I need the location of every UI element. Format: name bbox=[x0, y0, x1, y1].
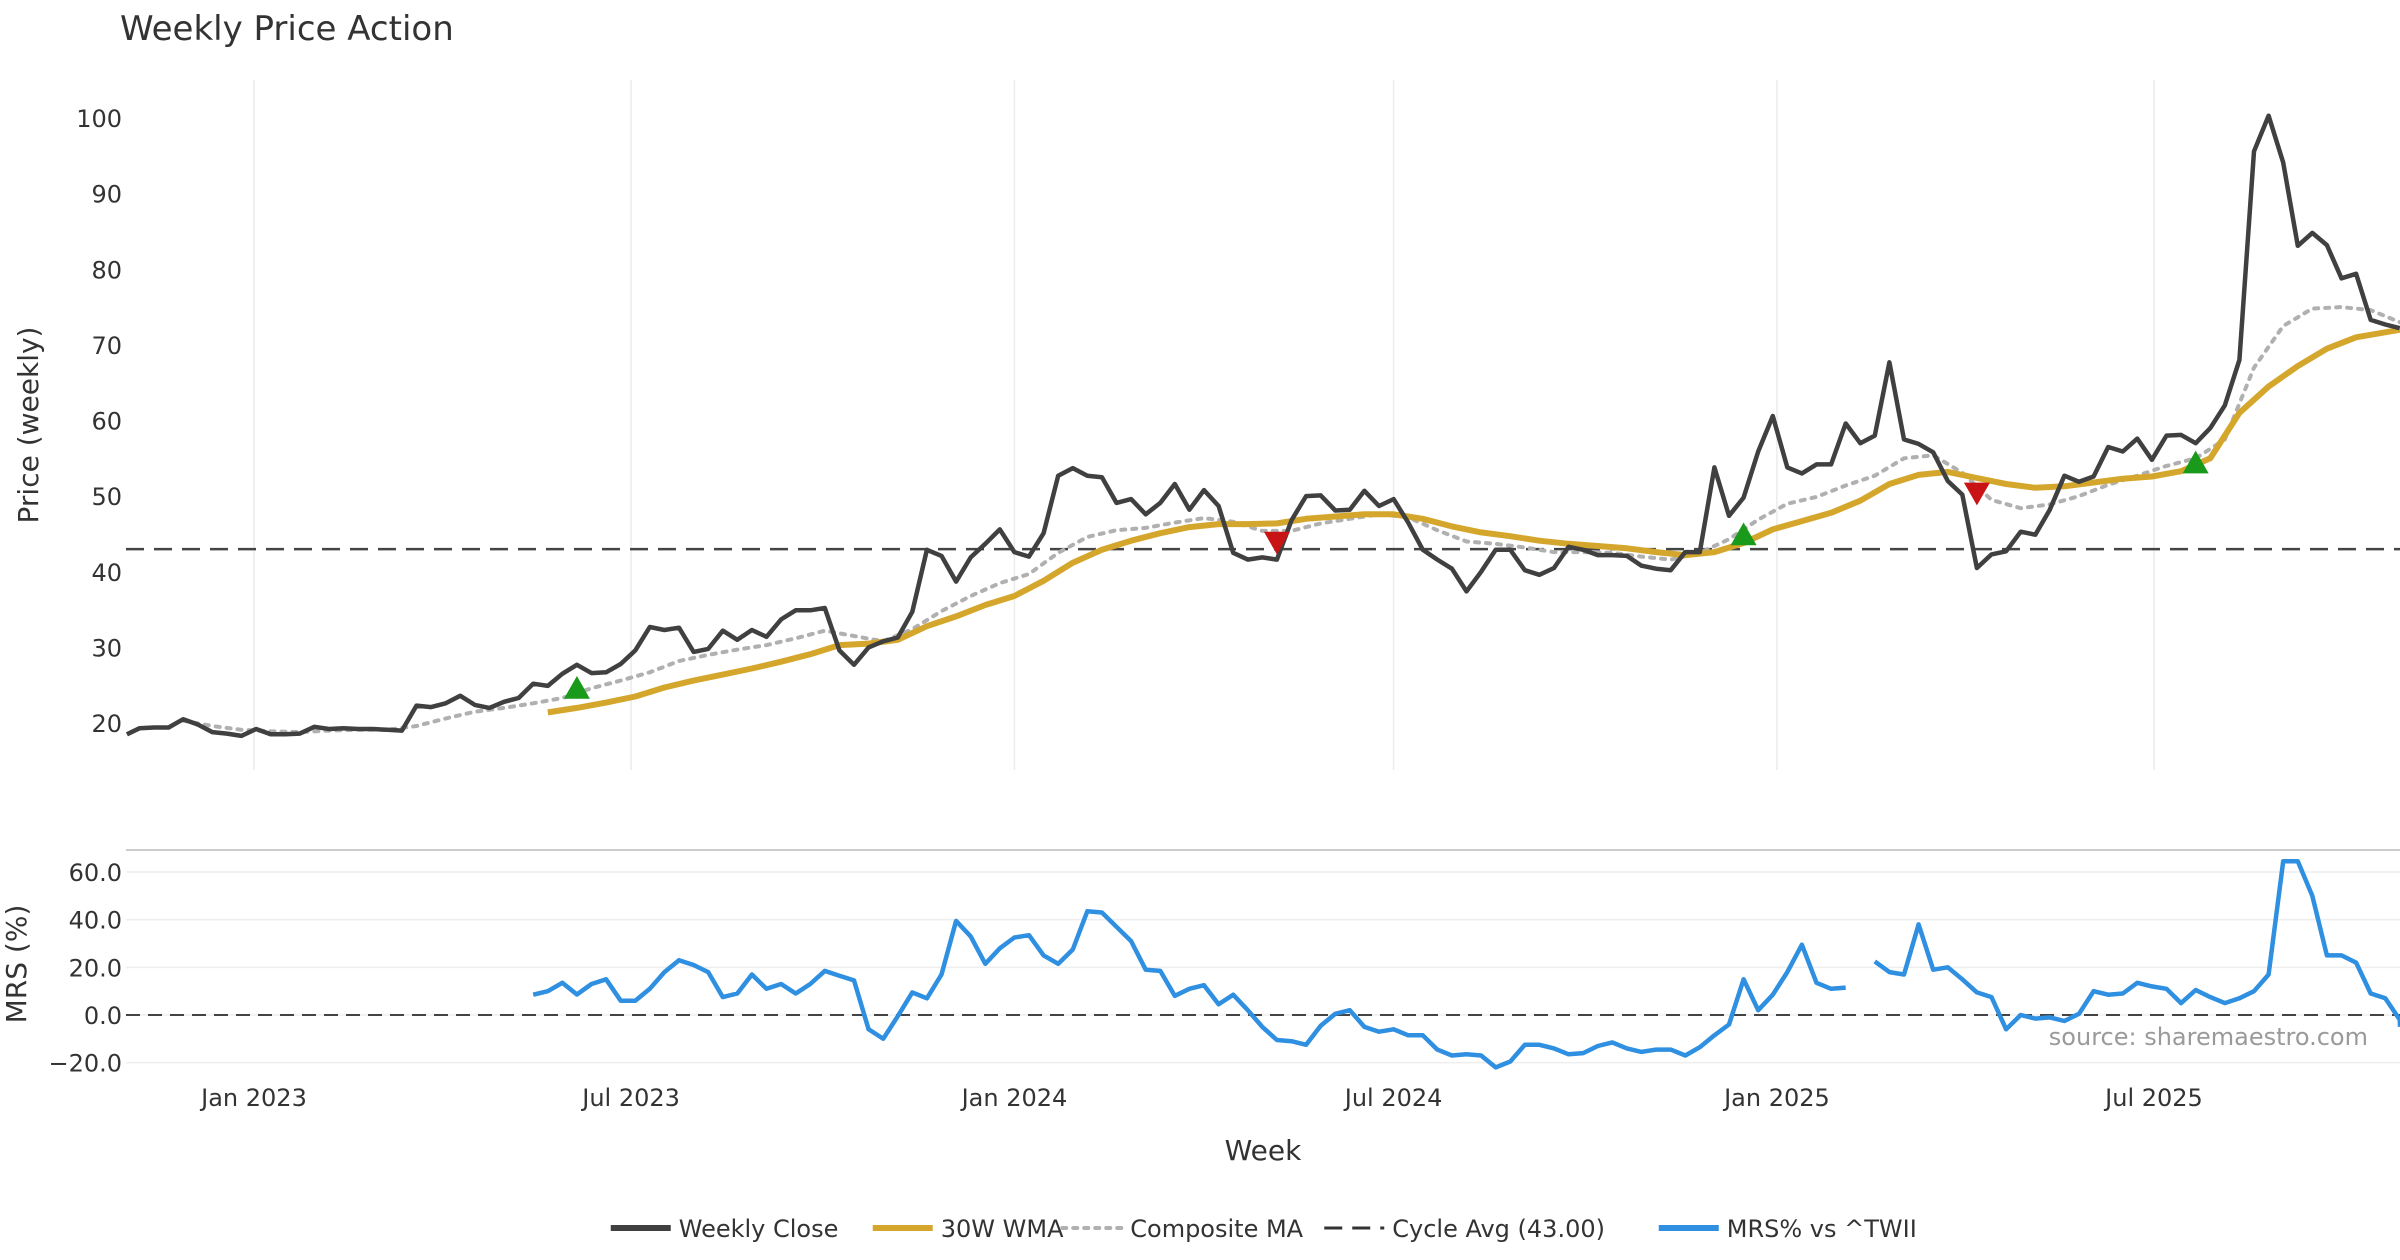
legend-label: MRS% vs ^TWII bbox=[1727, 1215, 1917, 1243]
x-tick-label: Jul 2025 bbox=[2103, 1084, 2203, 1112]
legend: Weekly Close 30W WMA Composite MA Cycle Avg… bbox=[610, 1215, 1917, 1243]
series-weekly-close bbox=[125, 113, 2400, 739]
series-layer bbox=[125, 113, 2400, 1070]
price-y-axis: 20 30 40 50 60 70 80 90 100 bbox=[76, 105, 122, 738]
price-y-axis-label: Price (weekly) bbox=[12, 327, 45, 524]
price-y-tick-label: 30 bbox=[91, 634, 122, 662]
x-tick-label: Jan 2023 bbox=[199, 1084, 307, 1112]
x-axis-label: Week bbox=[1225, 1134, 1302, 1167]
x-axis: Jan 2023 Jul 2023 Jan 2024 Jul 2024 Jan 2025… bbox=[199, 1084, 2203, 1112]
buy-signal-marker bbox=[1730, 522, 1757, 546]
buy-signal-marker bbox=[563, 675, 590, 699]
sell-signal-marker bbox=[1963, 482, 1990, 506]
sell-signal-marker bbox=[1263, 531, 1290, 555]
x-tick-label: Jan 2024 bbox=[960, 1084, 1068, 1112]
mrs-y-tick-label: 0.0 bbox=[84, 1002, 122, 1030]
legend-label: Weekly Close bbox=[679, 1215, 839, 1243]
legend-label: Cycle Avg (43.00) bbox=[1392, 1215, 1605, 1243]
price-y-tick-label: 70 bbox=[91, 332, 122, 360]
mrs-y-axis-label: MRS (%) bbox=[0, 905, 33, 1024]
chart-title: Weekly Price Action bbox=[120, 9, 454, 49]
price-y-tick-label: 50 bbox=[91, 483, 122, 511]
price-y-tick-label: 90 bbox=[91, 181, 122, 209]
series-mrs bbox=[532, 909, 1846, 1070]
price-y-tick-label: 60 bbox=[91, 408, 122, 436]
x-tick-label: Jul 2023 bbox=[580, 1084, 680, 1112]
price-y-tick-label: 80 bbox=[91, 256, 122, 284]
mrs-y-tick-label: 60.0 bbox=[69, 859, 122, 887]
legend-label: 30W WMA bbox=[941, 1215, 1064, 1243]
series-mrs bbox=[1873, 859, 2400, 1032]
x-tick-label: Jan 2025 bbox=[1722, 1084, 1830, 1112]
mrs-y-axis: 60.0 40.0 20.0 0.0 −20.0 bbox=[48, 859, 122, 1078]
series-30w-wma bbox=[547, 326, 2400, 716]
price-y-tick-label: 40 bbox=[91, 559, 122, 587]
signal-markers bbox=[563, 450, 2209, 699]
legend-label: Composite MA bbox=[1130, 1215, 1303, 1243]
series-composite-ma bbox=[181, 305, 2400, 735]
x-tick-label: Jul 2024 bbox=[1343, 1084, 1443, 1112]
buy-signal-marker bbox=[2182, 450, 2209, 474]
price-y-tick-label: 20 bbox=[91, 710, 122, 738]
source-note: source: sharemaestro.com bbox=[2049, 1023, 2368, 1051]
mrs-y-tick-label: −20.0 bbox=[48, 1050, 122, 1078]
price-y-tick-label: 100 bbox=[76, 105, 122, 133]
mrs-y-tick-label: 20.0 bbox=[69, 954, 122, 982]
mrs-y-tick-label: 40.0 bbox=[69, 907, 122, 935]
